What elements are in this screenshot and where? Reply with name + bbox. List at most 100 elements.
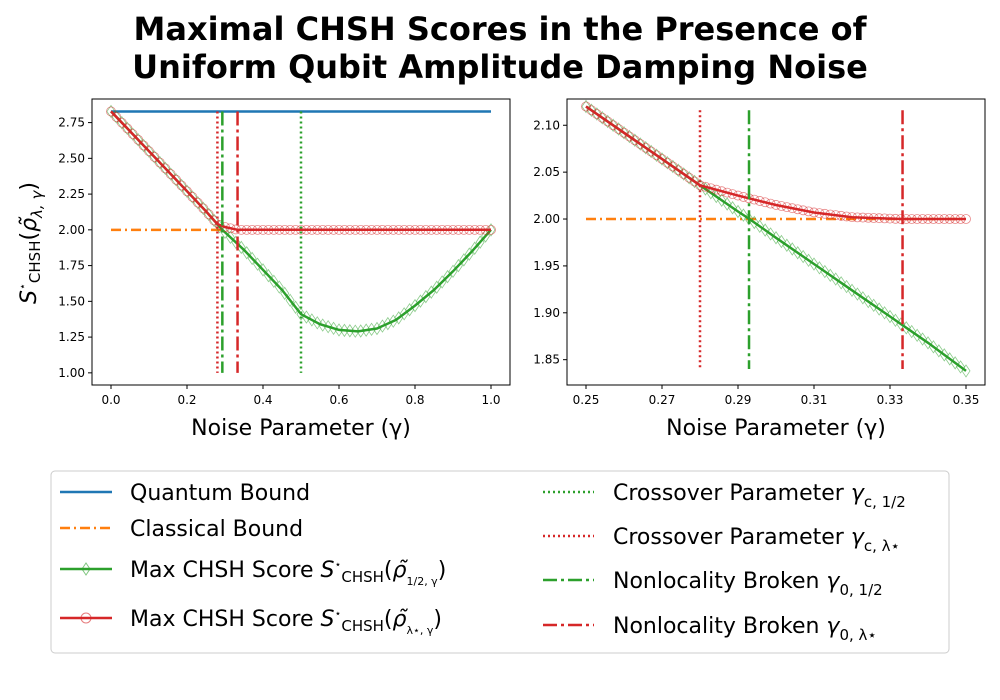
series-point-half [432, 280, 442, 294]
series-point-half [426, 285, 436, 299]
series-point-lambda [225, 223, 236, 234]
legend-half-marker [81, 562, 91, 576]
x-axis-label: Noise Parameter (γ) [666, 416, 886, 441]
series-point-half [847, 283, 857, 298]
series-point-lambda [274, 224, 285, 235]
series-point-lambda [160, 163, 171, 174]
series-point-lambda [917, 214, 928, 224]
series-point-lambda [787, 203, 798, 214]
y-tick-label: 1.25 [58, 330, 85, 344]
series-point-half [771, 231, 781, 245]
series-point-lambda [220, 222, 230, 232]
series-point-lambda [836, 210, 847, 221]
series-point-lambda [581, 101, 591, 112]
y-tick-label: 1.85 [533, 353, 560, 367]
series-point-half [377, 319, 387, 333]
series-point-lambda [350, 224, 361, 235]
series-point-lambda [247, 224, 258, 235]
series-point-half [918, 332, 928, 346]
series-point-lambda [165, 169, 176, 179]
series-point-lambda [814, 208, 825, 219]
series-point-lambda [619, 127, 629, 138]
series-point-lambda [415, 224, 426, 235]
series-point-half [901, 321, 911, 335]
series-point-lambda [437, 224, 448, 235]
series-point-lambda [803, 206, 814, 217]
x-tick-label: 0.8 [405, 393, 424, 407]
series-point-half [263, 268, 273, 283]
series-point-half [323, 319, 333, 334]
series-point-lambda [825, 209, 836, 220]
series-point-lambda [323, 224, 334, 235]
x-axis-label: Noise Parameter (γ) [191, 416, 411, 441]
series-point-lambda [885, 213, 895, 224]
series-point-half [470, 241, 480, 255]
series-point-half [106, 104, 116, 119]
series-point-lambda [586, 105, 597, 116]
series-point-half [814, 261, 824, 275]
series-point-half [939, 348, 949, 362]
series-point-lambda [591, 109, 602, 119]
series-point-lambda [646, 146, 657, 157]
series-point-half [738, 208, 748, 222]
series-point-lambda [906, 214, 917, 224]
series-point-half [809, 257, 819, 271]
series-point-lambda [819, 208, 830, 219]
series-point-lambda [852, 212, 863, 223]
series-point-half [880, 306, 890, 320]
series-point-half [836, 276, 846, 290]
series-point-half [961, 364, 971, 378]
x-tick-label: 0.35 [953, 393, 980, 407]
series-point-lambda [657, 154, 667, 164]
series-point-half [787, 242, 797, 256]
y-tick-label: 2.75 [58, 116, 85, 130]
series-point-half [722, 197, 732, 211]
series-point-lambda [955, 214, 966, 224]
series-point-lambda [673, 165, 684, 176]
x-tick-label: 0.33 [877, 393, 904, 407]
series-point-half [280, 286, 290, 301]
y-axis-label: S⋆CHSH(ρ̃λ, γ) [16, 182, 46, 304]
series-point-lambda [296, 224, 306, 235]
series-point-lambda [613, 124, 624, 134]
series-point-lambda [781, 202, 792, 213]
y-tick-label: 2.00 [533, 212, 560, 226]
series-point-half [858, 291, 868, 305]
series-point-lambda [749, 194, 760, 205]
series-point-half [437, 275, 447, 289]
series-point-half [372, 321, 382, 336]
series-point-lambda [285, 224, 296, 235]
series-point-lambda [629, 135, 640, 146]
series-point-lambda [464, 224, 475, 235]
series-point-half [464, 247, 474, 261]
series-point-half [744, 211, 754, 226]
series-point-half [733, 204, 743, 219]
series-point-lambda [602, 116, 613, 127]
series-point-lambda [344, 224, 355, 235]
series-point-lambda [678, 169, 689, 179]
series-point-lambda [961, 214, 971, 224]
series-point-lambda [798, 205, 809, 216]
series-point-lambda [950, 214, 961, 224]
series-point-lambda [241, 224, 252, 235]
series-point-lambda [116, 117, 127, 128]
series-point-half [782, 238, 792, 253]
series-point-lambda [711, 184, 722, 195]
series-point-lambda [841, 211, 852, 222]
series-point-half [329, 321, 339, 336]
series-point-lambda [624, 131, 635, 142]
series-point-half [717, 193, 727, 207]
series-point-half [820, 264, 830, 279]
series-point-lambda [879, 213, 890, 224]
series-point-half [318, 318, 328, 332]
series-point-half [475, 235, 485, 249]
series-point-half [956, 360, 966, 374]
legend: Quantum Bound Classical Bound Max CHSH S… [50, 470, 950, 654]
series-point-half [912, 328, 922, 343]
series-point-half [852, 287, 862, 301]
series-point-lambda [182, 186, 192, 197]
series-point-lambda [133, 134, 144, 145]
series-point-half [443, 269, 453, 284]
series-point-lambda [377, 224, 388, 235]
series-point-half [269, 274, 279, 289]
